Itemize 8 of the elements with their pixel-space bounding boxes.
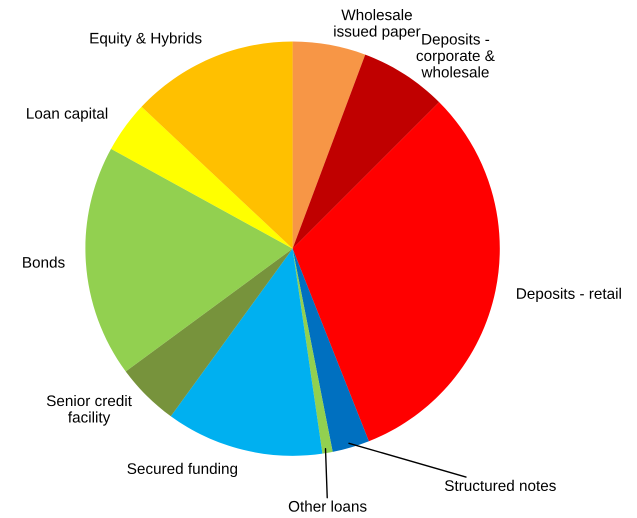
slice-label: Equity & Hybrids (90, 32, 202, 47)
slice-label: Structured notes (444, 480, 556, 492)
slice-label: Bonds (23, 256, 65, 268)
slice-label: Loan capital (27, 108, 108, 122)
slice-label: Deposits - retail (517, 288, 621, 302)
slice-label: Senior credit facility (46, 394, 132, 426)
slice-label: Secured funding (127, 462, 238, 478)
slice-label: Other loans (288, 500, 367, 512)
